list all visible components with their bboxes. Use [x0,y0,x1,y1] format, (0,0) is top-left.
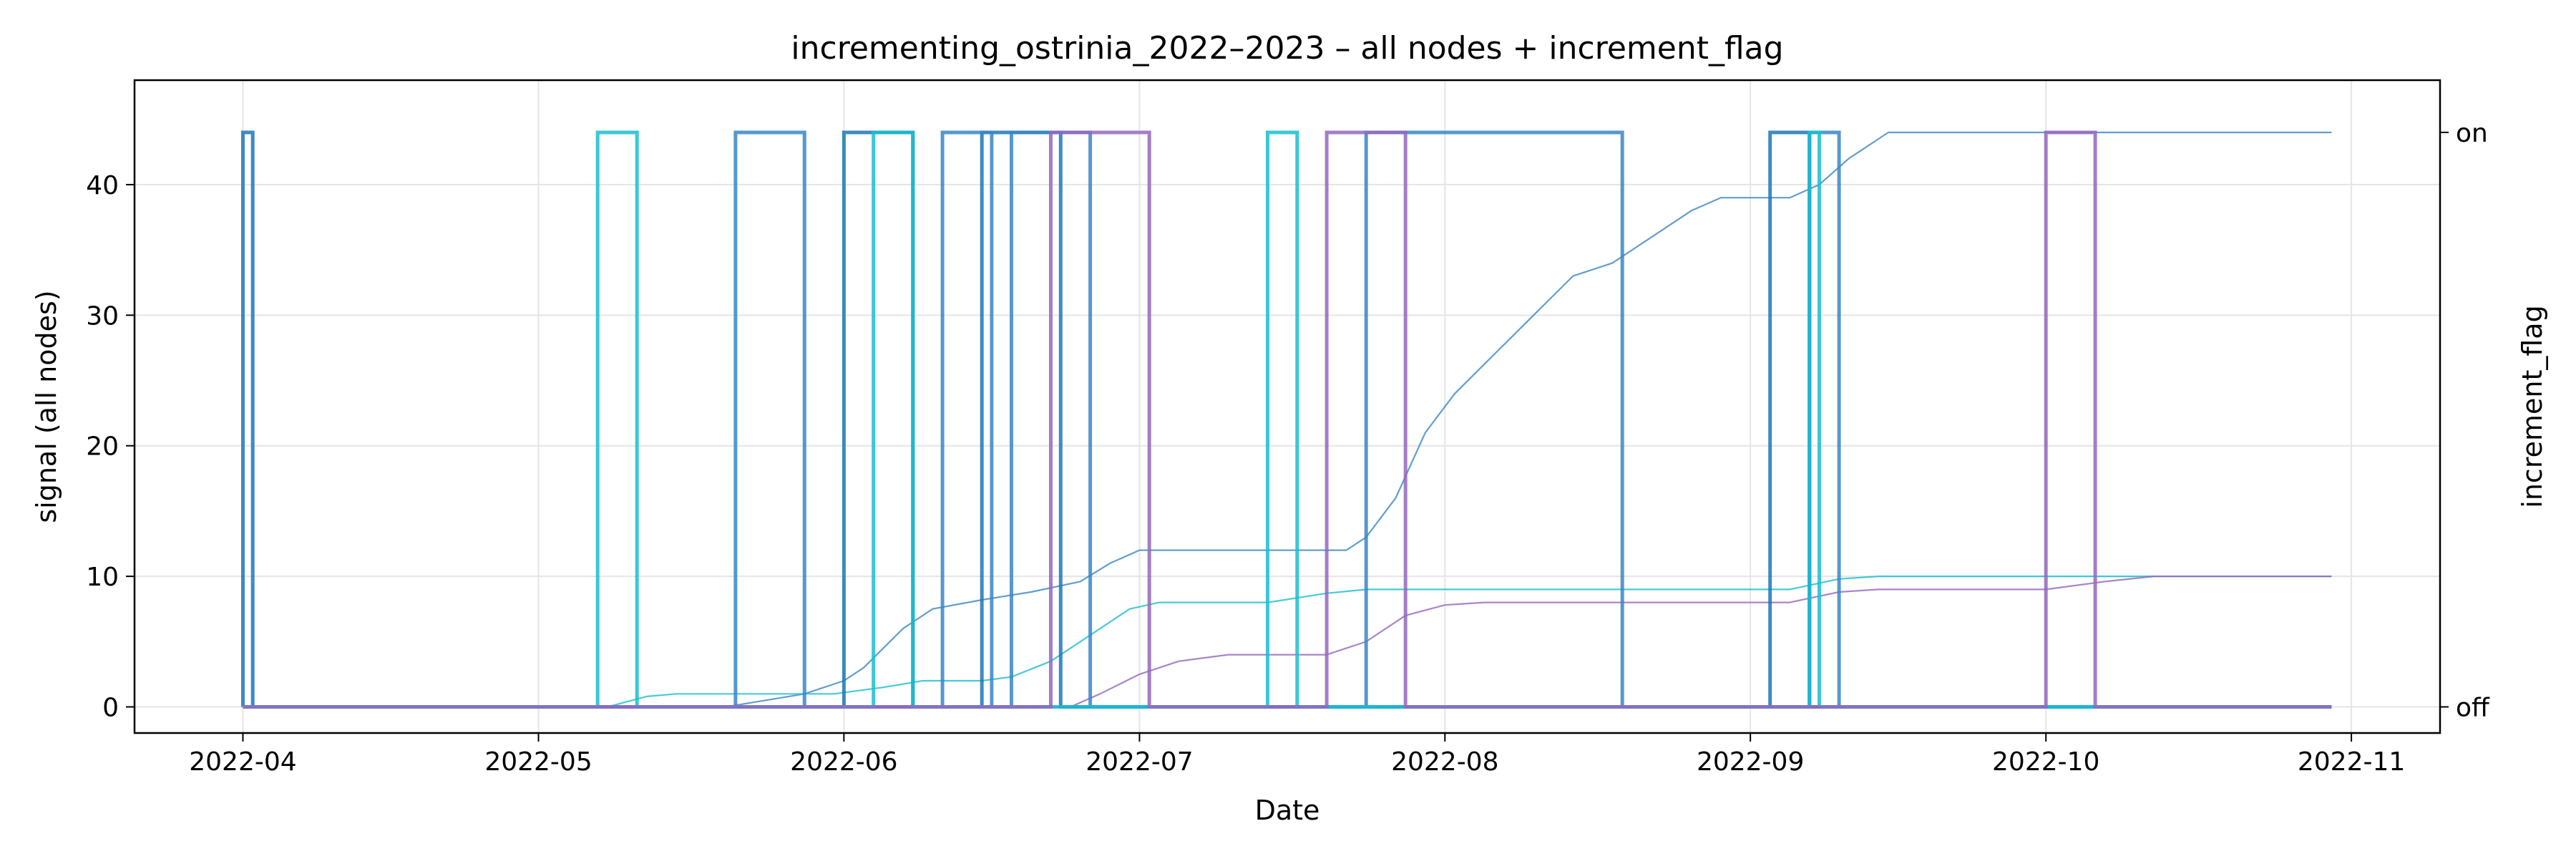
x-axis-ticks: 2022-04 2022-05 2022-06 2022-07 2022-08 2022-… [189,733,2405,777]
chart-title: incrementing_ostrinia_2022–2023 – all no… [791,30,1783,67]
x-tick-label: 2022-04 [189,747,296,777]
y-tick-label: 30 [86,301,119,331]
y2-axis-ticks: off on [2440,119,2490,723]
x-tick-label: 2022-06 [790,747,897,777]
plot-frame [133,79,2441,734]
increment-flag-line [243,130,2332,709]
y-axis-ticks: 0 10 20 30 40 [86,171,135,723]
x-tick-label: 2022-09 [1697,747,1804,777]
x-tick-label: 2022-07 [1085,747,1193,777]
signal-series-line [243,131,2332,708]
x-tick-label: 2022-08 [1391,747,1498,777]
flag-layer [241,130,2332,709]
y2-tick-label: off [2456,694,2490,723]
y2-axis-label: increment_flag [2517,305,2548,508]
increment-flag-line [243,130,2332,709]
x-tick-label: 2022-10 [1992,747,2099,777]
y-axis-label: signal (all nodes) [31,290,62,523]
y-tick-label: 0 [102,694,119,723]
x-tick-label: 2022-11 [2298,747,2405,777]
y2-tick-label: on [2456,119,2488,148]
signal-series-line [243,576,2332,708]
y-tick-label: 20 [86,432,119,462]
y-tick-label: 40 [86,171,119,200]
x-axis-label: Date [1255,795,1320,826]
x-tick-label: 2022-05 [484,747,592,777]
signal-series-line [243,576,2332,708]
y-tick-label: 10 [86,563,119,592]
